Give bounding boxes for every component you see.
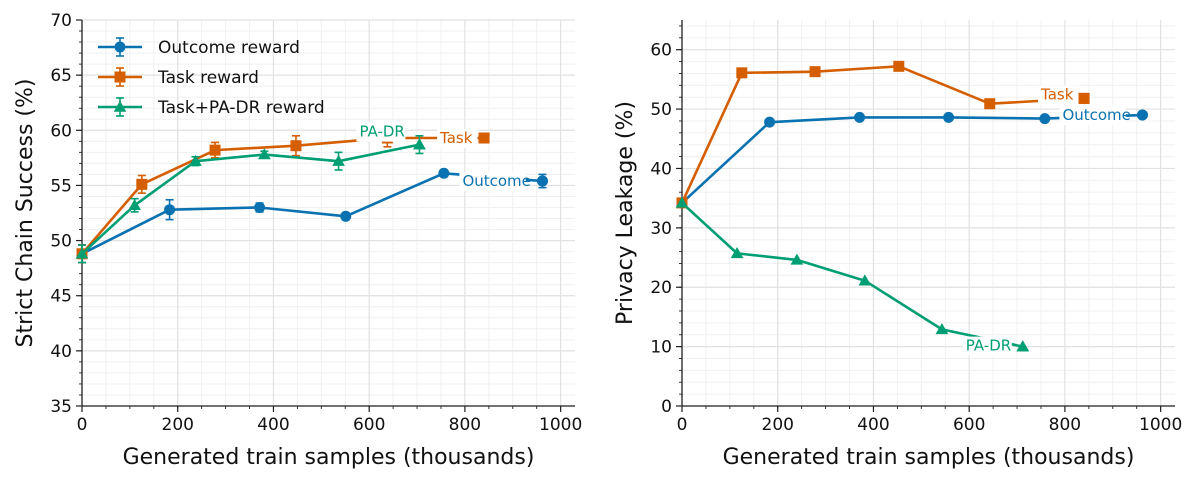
x-tick-label: 600 xyxy=(353,415,385,435)
y-tick-label: 50 xyxy=(650,100,672,120)
series-circle: Outcome xyxy=(76,167,548,264)
series-end-label: Task xyxy=(439,129,473,147)
series-end-label: Task xyxy=(1040,85,1074,103)
data-point xyxy=(736,67,748,79)
data-point xyxy=(128,198,141,211)
x-tick-label: 0 xyxy=(677,415,688,435)
data-point xyxy=(943,111,955,123)
y-tick-label: 60 xyxy=(650,41,672,61)
legend-label: Task+PA-DR reward xyxy=(157,98,325,118)
series-end-label: Outcome xyxy=(462,172,530,190)
left-panel-strict-chain-success: 0 200 400 600 800 1000 35 40 45 50 55 60 65 70 Generat… xyxy=(13,11,582,470)
data-point xyxy=(209,144,221,156)
end-label-background xyxy=(1038,85,1079,105)
data-point xyxy=(332,154,345,166)
data-point xyxy=(790,253,804,265)
data-point xyxy=(438,167,450,179)
data-point xyxy=(340,210,352,222)
y-tick-label: 65 xyxy=(50,66,72,86)
y-axis-label: Privacy Leakage (%) xyxy=(613,101,638,325)
data-point xyxy=(189,154,202,166)
x-tick-label: 800 xyxy=(449,415,481,435)
legend-marker xyxy=(114,71,126,83)
x-tick-label: 0 xyxy=(77,415,88,435)
y-tick-label: 50 xyxy=(50,232,72,252)
data-point xyxy=(935,323,949,335)
data-point xyxy=(675,196,689,208)
end-label-background xyxy=(459,172,526,192)
y-tick-label: 45 xyxy=(50,287,72,307)
data-point xyxy=(1039,113,1051,125)
x-tick-label: 400 xyxy=(857,415,889,435)
series-line xyxy=(81,143,420,255)
end-label-background xyxy=(962,336,1012,356)
series-end-label: PA-DR xyxy=(359,123,404,141)
data-point xyxy=(730,247,744,259)
legend: Outcome reward Task reward Task+PA-DR rewa… xyxy=(98,37,325,118)
data-point xyxy=(136,178,148,190)
legend-marker xyxy=(114,41,126,53)
x-tick-label: 800 xyxy=(1049,415,1081,435)
series-circle: Outcome xyxy=(676,106,1148,209)
x-axis-label: Generated train samples (thousands) xyxy=(723,445,1135,470)
y-tick-label: 30 xyxy=(650,219,672,239)
data-point xyxy=(254,201,266,213)
x-tick-label: 1000 xyxy=(539,415,582,435)
x-tick-label: 1000 xyxy=(1139,415,1182,435)
data-point-last xyxy=(1078,92,1090,104)
y-tick-label: 70 xyxy=(50,11,72,31)
y-tick-label: 40 xyxy=(650,159,672,179)
y-tick-label: 40 xyxy=(50,342,72,362)
data-point xyxy=(75,247,89,259)
series-triangle: PA-DR xyxy=(675,196,1030,356)
y-tick-label: 60 xyxy=(50,121,72,141)
x-tick-label: 200 xyxy=(162,415,194,435)
series-square: Task xyxy=(76,128,490,264)
series-triangle: PA-DR xyxy=(75,122,426,264)
series-line xyxy=(681,201,1024,348)
x-axis-label: Generated train samples (thousands) xyxy=(123,445,535,470)
data-point-last xyxy=(413,138,426,150)
data-point-last xyxy=(1136,109,1148,121)
data-point xyxy=(984,98,996,110)
series-square: Task xyxy=(676,60,1090,209)
y-tick-label: 55 xyxy=(50,176,72,196)
series-end-label: Outcome xyxy=(1062,106,1130,124)
data-point xyxy=(858,274,872,286)
data-point xyxy=(164,204,176,216)
x-tick-label: 400 xyxy=(257,415,289,435)
y-tick-label: 10 xyxy=(650,338,672,358)
grid xyxy=(81,19,575,407)
y-tick-label: 20 xyxy=(650,278,672,298)
legend-label: Task reward xyxy=(157,68,259,88)
legend-label: Outcome reward xyxy=(158,38,300,58)
series-end-label: PA-DR xyxy=(966,337,1011,355)
data-point xyxy=(290,140,302,152)
y-tick-label: 35 xyxy=(50,397,72,417)
data-point xyxy=(258,148,271,160)
series-line xyxy=(680,65,1085,204)
y-axis-label: Strict Chain Success (%) xyxy=(13,79,38,348)
legend-marker xyxy=(113,100,127,112)
data-point xyxy=(764,116,776,128)
x-tick-label: 600 xyxy=(953,415,985,435)
end-label-background xyxy=(356,122,406,142)
end-label-background xyxy=(1059,106,1126,126)
data-point-last xyxy=(536,175,548,187)
data-point-last xyxy=(1016,340,1030,352)
series-line xyxy=(681,113,1143,204)
x-tick-label: 200 xyxy=(762,415,794,435)
data-point-last xyxy=(478,132,490,144)
data-point xyxy=(809,66,821,78)
data-point xyxy=(893,60,905,72)
y-tick-label: 0 xyxy=(661,397,672,417)
data-point xyxy=(854,111,866,123)
right-panel-privacy-leakage: 0 200 400 600 800 1000 0 10 20 30 40 50 60 Generated … xyxy=(613,20,1182,470)
end-label-background xyxy=(437,129,478,149)
